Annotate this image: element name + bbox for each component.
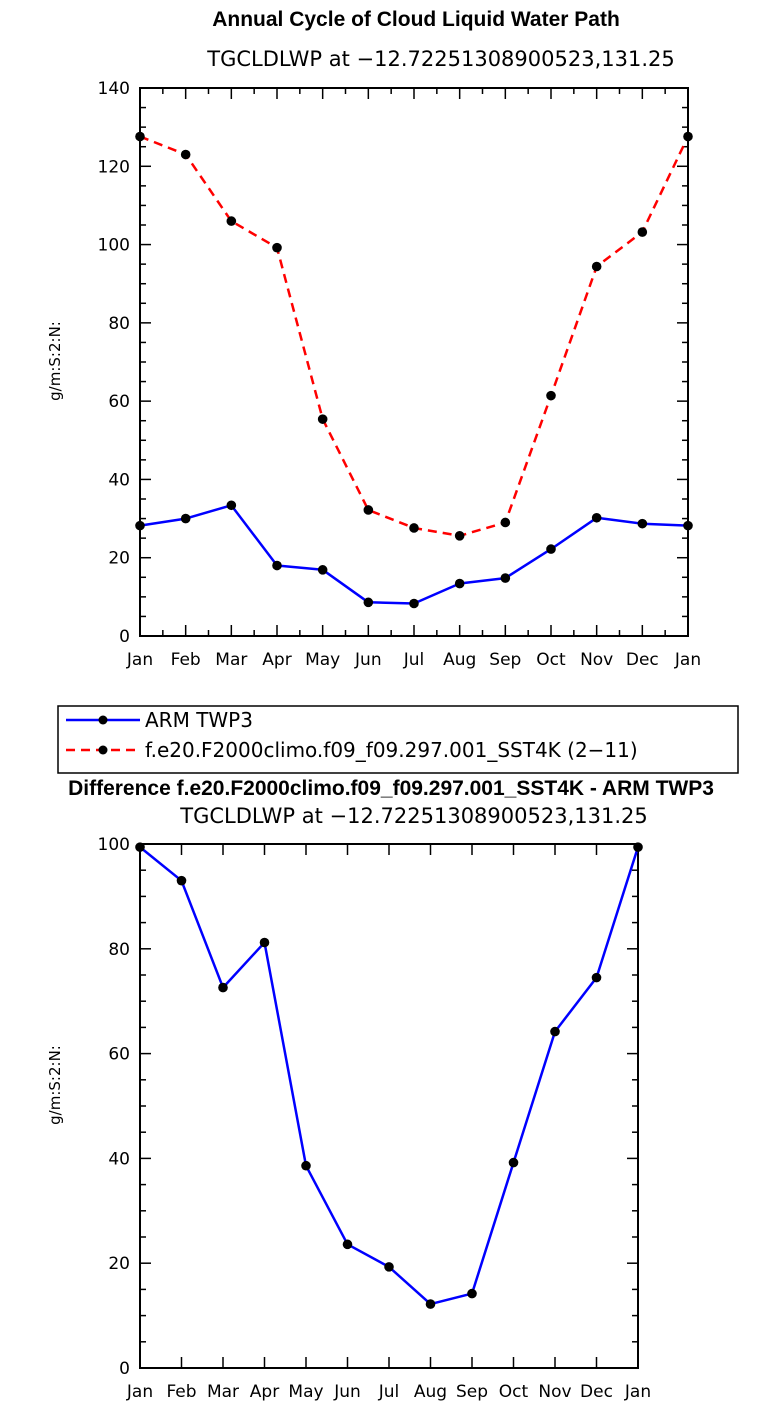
data-point: [272, 560, 282, 571]
x-tick-label: Dec: [580, 1382, 613, 1402]
chart1-title: Annual Cycle of Cloud Liquid Water Path: [212, 8, 620, 31]
data-point: [508, 1157, 519, 1168]
x-tick-label: Jan: [624, 1382, 651, 1402]
data-point: [467, 1288, 477, 1299]
chart2-plot-area: 0 20 40 60 80 100 Jan Feb Mar Apr May Jun Jul Aug Sep O…: [98, 835, 652, 1402]
y-tick-label: 80: [108, 940, 130, 960]
x-tick-label: May: [288, 1382, 323, 1402]
plot-frame: [139, 843, 639, 1369]
y-tick-label: 0: [119, 1359, 130, 1379]
data-point: [683, 131, 693, 142]
data-point: [454, 578, 465, 589]
data-point: [591, 512, 602, 523]
data-point: [454, 530, 465, 541]
legend-marker-arm: [98, 715, 108, 725]
series-line-1: [139, 504, 689, 605]
data-point: [226, 216, 237, 226]
data-point: [272, 242, 282, 253]
x-tick-label: Sep: [489, 650, 521, 670]
data-point: [363, 597, 374, 608]
data-point: [546, 544, 556, 554]
data-point: [550, 1026, 560, 1037]
chart2-title: Difference f.e20.F2000climo.f09_f09.297.…: [68, 777, 714, 800]
x-tick-label: Mar: [207, 1382, 239, 1402]
chart2-subtitle: TGCLDLWP at −12.72251308900523,131.25: [179, 804, 648, 828]
x-tick-label: Feb: [166, 1382, 196, 1402]
chart1-subtitle: TGCLDLWP at −12.72251308900523,131.25: [206, 47, 675, 71]
y-tick-label: 60: [108, 1045, 130, 1065]
data-point: [317, 565, 328, 575]
legend-box: [57, 705, 739, 774]
x-tick-label: Mar: [215, 650, 247, 670]
data-point: [683, 520, 693, 531]
x-tick-label: Jan: [126, 1382, 153, 1402]
x-tick-label: Jun: [333, 1382, 361, 1402]
x-tick-label: Jun: [354, 650, 382, 670]
data-point: [317, 414, 328, 424]
y-tick-label: 20: [108, 1254, 130, 1274]
x-tick-label: Nov: [538, 1382, 571, 1402]
data-point: [176, 875, 187, 886]
chart1-ylabel: g/m:S:2:N:: [46, 321, 64, 401]
data-point: [342, 1239, 353, 1250]
data-point: [384, 1262, 394, 1272]
series-line-2: [139, 135, 690, 538]
data-point: [637, 518, 648, 529]
y-tick-label: 40: [108, 1149, 130, 1169]
y-tick-label: 80: [108, 314, 130, 334]
data-point: [637, 227, 648, 237]
y-tick-label: 40: [108, 470, 130, 490]
chart2-ylabel: g/m:S:2:N:: [46, 1045, 64, 1125]
data-point: [363, 505, 374, 515]
x-tick-label: Apr: [250, 1382, 279, 1402]
y-tick-label: 140: [98, 79, 130, 99]
x-tick-label: Sep: [456, 1382, 488, 1402]
x-tick-label: Nov: [580, 650, 613, 670]
data-point: [546, 390, 556, 401]
data-point: [591, 261, 602, 272]
legend-marker-sst4k: [98, 745, 108, 755]
x-tick-label: Aug: [414, 1382, 447, 1402]
chart1-plot-area: 0 20 40 60 80 100 120 140 Jan Feb Mar Apr May Jun Jul A…: [98, 79, 702, 670]
x-tick-label: Jan: [674, 650, 701, 670]
y-tick-label: 120: [98, 157, 130, 177]
data-point: [633, 842, 643, 852]
y-tick-label: 100: [98, 835, 130, 855]
legend-label-sst4k: f.e20.F2000climo.f09_f09.297.001_SST4K (…: [145, 738, 638, 762]
data-point: [135, 520, 145, 531]
plot-frame: [139, 87, 689, 637]
y-tick-label: 0: [119, 627, 130, 647]
x-tick-label: Oct: [499, 1382, 529, 1402]
x-tick-label: Jan: [126, 650, 153, 670]
x-tick-label: May: [305, 650, 340, 670]
x-tick-label: Jul: [378, 1382, 400, 1402]
data-point: [259, 937, 270, 948]
data-point: [409, 523, 419, 533]
data-point: [409, 598, 419, 609]
x-tick-label: Jul: [403, 650, 425, 670]
data-point: [425, 1299, 436, 1309]
x-tick-label: Aug: [443, 650, 476, 670]
series-line-1: [139, 846, 640, 1306]
x-tick-label: Feb: [171, 650, 201, 670]
x-tick-label: Apr: [262, 650, 291, 670]
x-tick-label: Dec: [626, 650, 659, 670]
data-point: [218, 982, 228, 993]
y-tick-label: 60: [108, 392, 130, 412]
chart1-legend: ARM TWP3 f.e20.F2000climo.f09_f09.297.00…: [57, 705, 739, 774]
data-point: [500, 517, 511, 528]
y-tick-label: 20: [108, 549, 130, 569]
data-point: [135, 842, 145, 852]
data-point: [135, 131, 145, 142]
y-tick-label: 100: [98, 236, 130, 256]
data-point: [180, 513, 191, 524]
legend-label-arm: ARM TWP3: [145, 708, 253, 732]
data-point: [226, 500, 237, 511]
data-point: [180, 149, 191, 160]
x-tick-label: Oct: [536, 650, 566, 670]
data-point: [500, 573, 511, 583]
data-point: [301, 1160, 311, 1171]
data-point: [591, 972, 602, 983]
